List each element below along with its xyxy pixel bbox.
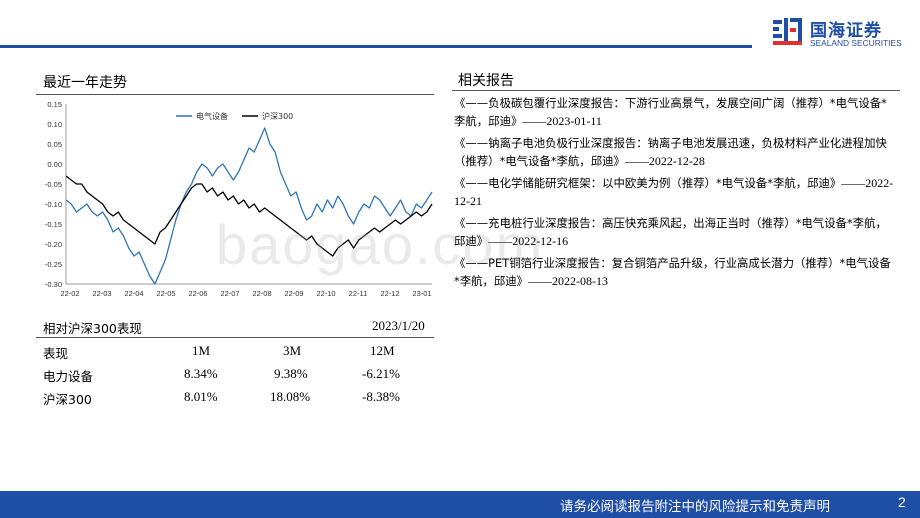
report-title-link[interactable]: 《——PET铜箔行业深度报告：复合铜箔产品升级，行业高成长潜力（推荐）*电气设备…	[454, 256, 891, 288]
x-tick-label: 22-07	[220, 289, 239, 298]
x-tick-label: 22-04	[124, 289, 143, 298]
x-tick-label: 22-08	[252, 289, 271, 298]
perf-table-date: 2023/1/20	[372, 318, 425, 333]
report-date: ——2023-01-11	[522, 114, 602, 128]
perf-header-label: 表现	[43, 346, 69, 361]
perf-header-12m: 12M	[370, 343, 395, 358]
x-tick-label: 22-10	[316, 289, 335, 298]
related-title: 相关报告	[458, 73, 514, 89]
x-tick-label: 22-11	[349, 289, 368, 298]
brand-name-cn: 国海证券	[810, 21, 882, 41]
perf-row-cell: 9.38%	[274, 366, 308, 381]
header-rule	[0, 45, 752, 48]
y-tick-label: -0.20	[45, 240, 62, 249]
perf-header-3m: 3M	[283, 343, 302, 358]
report-date: ——2022-12-21	[454, 176, 894, 208]
related-report-list: 《——负极碳包覆行业深度报告：下游行业高景气，发展空间广阔（推荐）*电气设备*李…	[454, 94, 894, 294]
trend-chart: 0.15 0.10 0.05 0.00 -0.05 -0.10 -0.15 -0.20 -0.2…	[45, 100, 433, 298]
y-tick-label: 0.05	[47, 140, 62, 149]
perf-table-rule	[36, 337, 434, 338]
series-line-csi300	[65, 175, 433, 257]
related-title-rule	[452, 90, 900, 91]
related-report-item[interactable]: 《——PET铜箔行业深度报告：复合铜箔产品升级，行业高成长潜力（推荐）*电气设备…	[454, 254, 894, 290]
perf-header-1m: 1M	[192, 343, 211, 358]
perf-row-cell: -6.21%	[362, 366, 400, 381]
sealand-logo-icon	[773, 18, 802, 45]
x-tick-label: 22-12	[380, 289, 399, 298]
x-tick-label: 22-09	[284, 289, 303, 298]
report-date: ——2022-12-16	[488, 234, 569, 248]
footer-bar: 请务必阅读报告附注中的风险提示和免责声明 2	[0, 491, 920, 518]
legend-label: 电气设备	[196, 111, 228, 121]
x-tick-label: 22-02	[60, 289, 79, 298]
perf-row-cell: -8.38%	[362, 389, 400, 404]
y-tick-label: -0.25	[45, 260, 62, 269]
brand-name-en: SEALAND SECURITIES	[810, 38, 902, 48]
series-line-electrical-equipment	[65, 127, 433, 285]
y-tick-label: 0.00	[47, 160, 62, 169]
perf-row-cell: 18.08%	[270, 389, 311, 404]
report-title-link[interactable]: 《——充电桩行业深度报告：高压快充乘风起，出海正当时（推荐）*电气设备*李航，邱…	[454, 216, 887, 248]
y-tick-label: -0.05	[45, 180, 62, 189]
watermark: baogao.com	[216, 213, 545, 276]
report-title-link[interactable]: 《——电化学储能研究框架：以中欧美为例（推荐）*电气设备*李航，邱迪》	[454, 176, 842, 190]
trend-title-rule	[36, 94, 434, 95]
perf-table-title: 相对沪深300表现	[43, 321, 142, 336]
perf-row-label: 沪深300	[43, 392, 92, 407]
related-report-item[interactable]: 《——钠离子电池负极行业深度报告：钠离子电池发展迅速，负极材料产业化进程加快（推…	[454, 134, 894, 170]
perf-row-cell: 8.01%	[184, 389, 218, 404]
x-tick-label: 23-01	[412, 289, 431, 298]
brand-logo: 国海证券 SEALAND SECURITIES	[772, 14, 912, 54]
related-report-item[interactable]: 《——电化学储能研究框架：以中欧美为例（推荐）*电气设备*李航，邱迪》——202…	[454, 174, 894, 210]
x-tick-label: 22-06	[188, 289, 207, 298]
report-date: ——2022-08-13	[528, 274, 609, 288]
page-number: 2	[898, 494, 906, 510]
related-report-item[interactable]: 《——充电桩行业深度报告：高压快充乘风起，出海正当时（推荐）*电气设备*李航，邱…	[454, 214, 894, 250]
x-tick-label: 22-05	[156, 289, 175, 298]
perf-row-label: 电力设备	[43, 369, 94, 384]
y-tick-label: -0.15	[45, 220, 62, 229]
perf-row-cell: 8.34%	[184, 366, 218, 381]
y-tick-label: -0.30	[45, 280, 62, 289]
x-tick-label: 22-03	[92, 289, 111, 298]
legend-label: 沪深300	[262, 111, 293, 121]
report-date: ——2022-12-28	[624, 154, 705, 168]
y-tick-label: -0.10	[45, 200, 62, 209]
report-title-link[interactable]: 《——负极碳包覆行业深度报告：下游行业高景气，发展空间广阔（推荐）*电气设备*李…	[454, 96, 887, 128]
y-tick-label: 0.10	[47, 120, 62, 129]
footer-disclaimer: 请务必阅读报告附注中的风险提示和免责声明	[560, 499, 830, 515]
trend-title: 最近一年走势	[43, 75, 127, 91]
y-tick-label: 0.15	[47, 100, 62, 109]
related-report-item[interactable]: 《——负极碳包覆行业深度报告：下游行业高景气，发展空间广阔（推荐）*电气设备*李…	[454, 94, 894, 130]
report-title-link[interactable]: 《——钠离子电池负极行业深度报告：钠离子电池发展迅速，负极材料产业化进程加快（推…	[454, 136, 887, 168]
